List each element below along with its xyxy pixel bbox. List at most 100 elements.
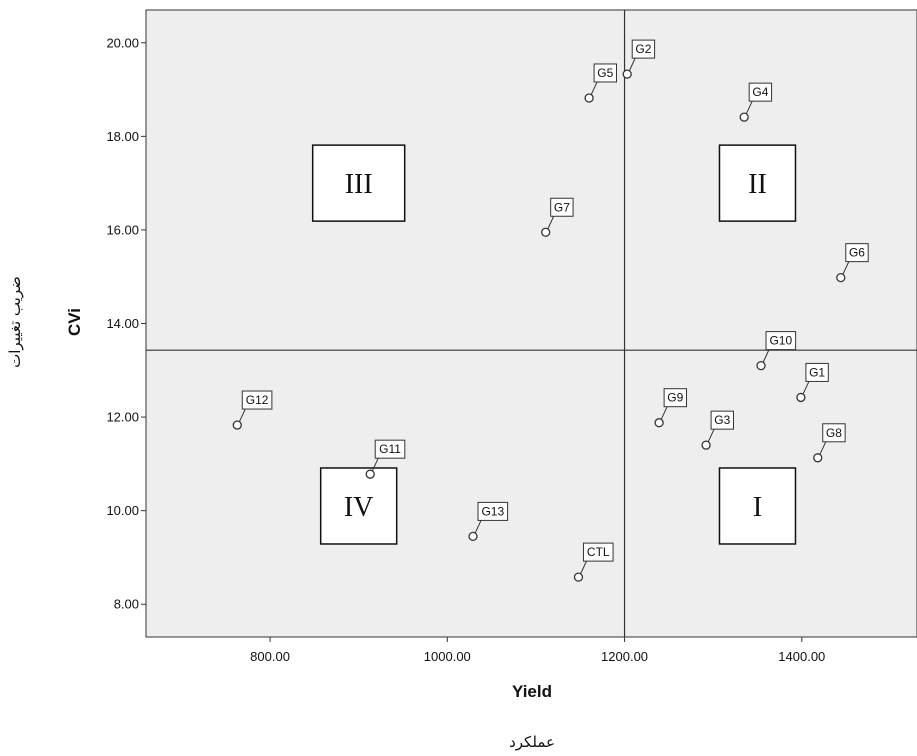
label-leader [590,81,598,96]
label-box [663,388,688,408]
point-marker [541,227,551,237]
data-point-G4: G4 [739,82,773,122]
point-marker [584,93,594,103]
quadrant-text: I [753,492,762,523]
data-point-G6: G6 [836,243,869,283]
label-leader [660,406,668,420]
x-tick-label: 800.00 [250,649,290,664]
plot-area [145,9,917,638]
y-tick-label: 16.00 [106,222,139,237]
label-leader [238,408,246,423]
label-box [374,439,406,459]
data-point-G8: G8 [813,423,846,463]
point-label: G5 [597,66,613,80]
y-tick-label: 14.00 [106,316,139,331]
quadrant-box [311,144,406,222]
point-label: G2 [635,42,651,56]
point-marker [573,572,584,582]
label-leader [547,216,555,230]
label-leader [371,457,379,472]
point-marker [622,69,632,79]
point-label: CTL [587,545,610,559]
point-label: G13 [481,504,504,518]
x-tick-label: 1400.00 [778,649,825,664]
data-point-G1: G1 [796,362,829,403]
label-box [550,197,574,217]
data-point-G5: G5 [584,63,618,103]
point-label: G12 [246,393,269,407]
data-point-G12: G12 [232,390,273,430]
y-axis-title-persian: ضریب تغییرات [6,276,24,368]
label-leader [802,381,810,395]
quadrant-text: II [748,169,767,200]
point-marker [813,453,823,463]
quadrant-box [718,467,797,545]
point-label: G6 [849,246,865,260]
y-tick-label: 18.00 [106,129,139,144]
data-point-G3: G3 [701,410,734,450]
quadrant-label-IV: IV [319,467,398,545]
point-label: G3 [714,413,730,427]
data-point-G9: G9 [654,388,688,428]
label-box [477,501,509,521]
y-axis-title: CVi [65,308,84,336]
data-point-G11: G11 [365,439,406,479]
label-leader [745,100,753,115]
data-point-G10: G10 [756,331,797,371]
label-leader [474,520,482,534]
quadrant-box [319,467,398,545]
y-tick-label: 12.00 [106,410,139,425]
y-tick-label: 8.00 [114,597,139,612]
quadrant-label-III: III [311,144,406,222]
label-leader [707,428,715,443]
point-marker [468,531,478,542]
reference-lines [146,10,917,637]
point-marker [654,418,664,428]
label-box [241,390,273,410]
x-axis-title-persian: عملکرد [509,733,555,751]
point-marker [232,420,242,430]
label-leader [628,57,636,72]
point-marker [739,112,749,122]
y-tick-label: 10.00 [106,503,139,518]
point-label: G8 [826,426,842,440]
point-label: G7 [554,200,570,214]
label-box [710,410,734,430]
label-box [822,423,846,443]
label-box [805,362,829,382]
data-point-G2: G2 [622,39,656,79]
quadrant-label-I: I [718,467,797,545]
label-leader [580,560,587,575]
y-axis: 8.00 10.00 12.00 14.00 16.00 18.00 20.00 [106,35,146,612]
point-marker [836,272,846,283]
x-tick-label: 1000.00 [424,649,471,664]
point-label: G1 [809,365,825,379]
point-label: G4 [752,85,768,99]
point-marker [756,360,766,371]
label-leader [762,349,770,363]
data-point-G13: G13 [468,501,509,542]
quadrant-text: IV [344,492,374,523]
point-marker [701,440,711,450]
label-box [582,542,614,562]
label-leader [819,441,827,455]
point-marker [796,392,806,403]
point-label: G11 [379,442,401,456]
y-tick-label: 20.00 [106,35,139,50]
quadrant-text: III [345,169,373,200]
label-box [845,243,869,263]
quadrant-label-II: II [718,144,797,222]
x-tick-label: 1200.00 [601,649,648,664]
label-box [765,331,797,351]
label-box [748,82,773,102]
point-marker [365,469,375,479]
label-box [631,39,656,59]
quadrant-box [718,144,797,222]
point-label: G9 [667,391,683,405]
point-label: G10 [769,334,792,348]
label-leader [842,261,850,275]
x-axis-title: Yield [512,682,552,701]
data-point-G7: G7 [541,197,574,237]
